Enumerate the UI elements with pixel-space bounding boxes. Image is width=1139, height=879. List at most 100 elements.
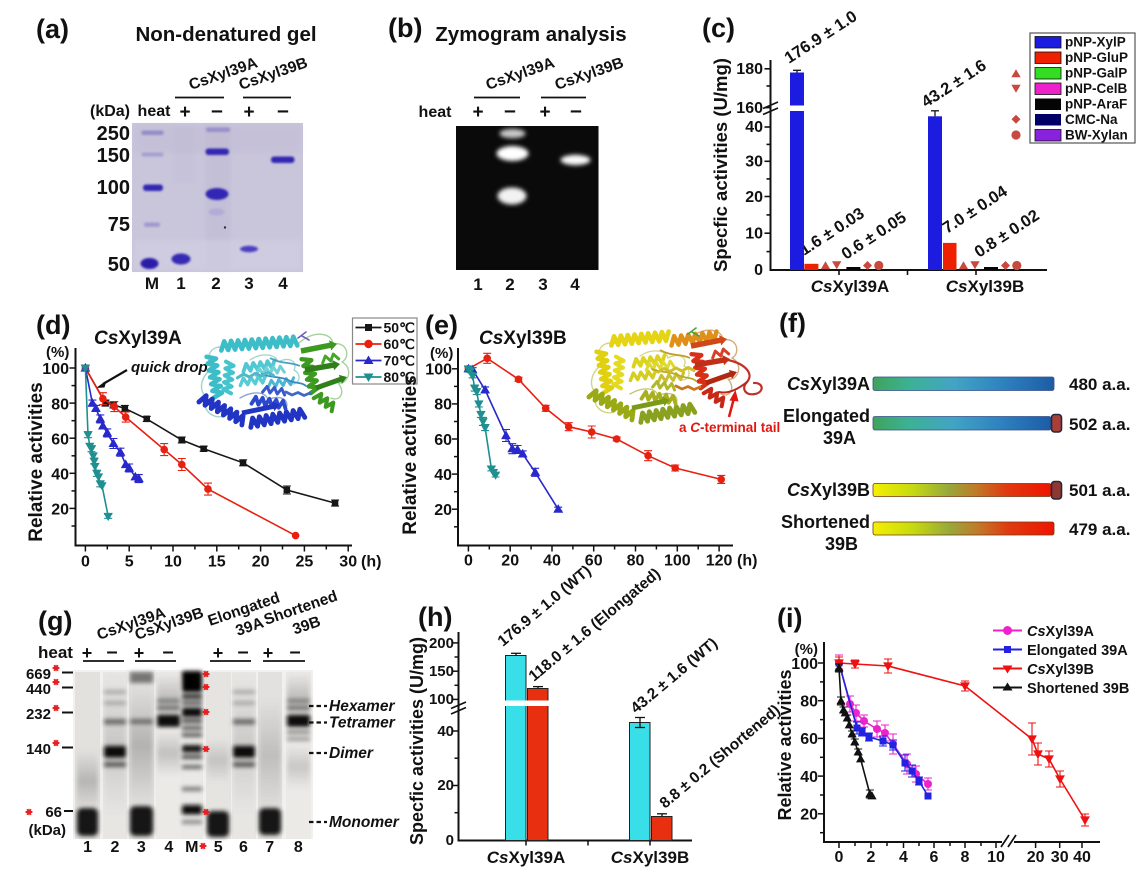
svg-text:+: + bbox=[213, 643, 224, 663]
svg-text:50℃: 50℃ bbox=[384, 320, 416, 336]
svg-text:20: 20 bbox=[800, 807, 818, 824]
svg-text:4: 4 bbox=[899, 849, 908, 866]
svg-text:80: 80 bbox=[800, 694, 818, 711]
svg-text:100: 100 bbox=[425, 362, 452, 379]
svg-text:heat: heat bbox=[138, 103, 172, 120]
svg-text:pNP-GluP: pNP-GluP bbox=[1065, 50, 1128, 65]
svg-text:–: – bbox=[211, 99, 223, 122]
svg-text:80℃: 80℃ bbox=[384, 369, 416, 385]
svg-text:+: + bbox=[243, 102, 254, 123]
svg-text:20: 20 bbox=[745, 189, 763, 206]
svg-text:80: 80 bbox=[434, 397, 452, 414]
svg-text:Tetramer: Tetramer bbox=[329, 715, 396, 732]
svg-text:39B: 39B bbox=[825, 534, 858, 554]
svg-text:(b): (b) bbox=[388, 13, 422, 43]
svg-text:Hexamer: Hexamer bbox=[329, 698, 395, 715]
svg-text:Specfic activities (U/mg): Specfic activities (U/mg) bbox=[407, 637, 427, 845]
svg-text:0: 0 bbox=[835, 849, 844, 866]
svg-text:75: 75 bbox=[108, 214, 130, 236]
svg-text:(c): (c) bbox=[702, 13, 735, 43]
svg-text:(i): (i) bbox=[777, 603, 802, 633]
svg-text:1: 1 bbox=[473, 275, 482, 294]
svg-text:+: + bbox=[539, 102, 550, 123]
svg-text:0: 0 bbox=[464, 553, 473, 570]
svg-text:6: 6 bbox=[239, 839, 248, 856]
svg-text:+: + bbox=[82, 643, 93, 663]
svg-text:2: 2 bbox=[211, 274, 220, 293]
svg-text:3: 3 bbox=[137, 839, 146, 856]
svg-text:–: – bbox=[106, 641, 117, 663]
svg-text:479 a.a.: 479 a.a. bbox=[1069, 520, 1130, 539]
svg-text:Relative activities: Relative activities bbox=[775, 669, 795, 820]
svg-text:0: 0 bbox=[446, 832, 454, 849]
svg-text:100: 100 bbox=[42, 361, 69, 378]
svg-text:(h): (h) bbox=[361, 554, 381, 571]
svg-text:60: 60 bbox=[51, 432, 69, 449]
svg-text:4: 4 bbox=[570, 275, 580, 294]
svg-text:10: 10 bbox=[987, 849, 1005, 866]
svg-text:39A: 39A bbox=[823, 428, 856, 448]
svg-text:(%): (%) bbox=[46, 344, 69, 361]
svg-text:0: 0 bbox=[754, 262, 763, 279]
svg-text:80: 80 bbox=[51, 397, 69, 414]
svg-text:10: 10 bbox=[164, 554, 182, 571]
svg-text:501 a.a.: 501 a.a. bbox=[1069, 481, 1130, 500]
svg-text:quick drop: quick drop bbox=[131, 359, 208, 376]
svg-text:CsXyl39B: CsXyl39B bbox=[479, 328, 567, 349]
svg-text:pNP-GalP: pNP-GalP bbox=[1065, 66, 1127, 81]
svg-text:CsXyl39B: CsXyl39B bbox=[611, 848, 689, 867]
svg-text:480 a.a.: 480 a.a. bbox=[1069, 375, 1130, 394]
svg-text:(e): (e) bbox=[425, 310, 458, 340]
svg-text:2: 2 bbox=[505, 275, 514, 294]
svg-text:40: 40 bbox=[434, 467, 452, 484]
svg-text:4: 4 bbox=[278, 274, 288, 293]
svg-text:CsXyl39B: CsXyl39B bbox=[787, 480, 870, 500]
svg-text:–: – bbox=[162, 641, 173, 663]
svg-text:CsXyl39A: CsXyl39A bbox=[94, 328, 182, 349]
svg-text:(a): (a) bbox=[36, 14, 69, 44]
svg-text:66: 66 bbox=[45, 804, 62, 821]
svg-text:25: 25 bbox=[296, 554, 314, 571]
svg-text:60: 60 bbox=[585, 553, 603, 570]
svg-text:5: 5 bbox=[214, 839, 223, 856]
svg-text:120: 120 bbox=[706, 553, 733, 570]
svg-text:+: + bbox=[134, 643, 145, 663]
svg-text:40: 40 bbox=[1073, 849, 1091, 866]
svg-text:+: + bbox=[179, 102, 190, 123]
svg-text:–: – bbox=[504, 99, 516, 122]
svg-text:(%): (%) bbox=[795, 641, 818, 658]
svg-text:440: 440 bbox=[26, 681, 51, 698]
svg-text:140: 140 bbox=[26, 741, 51, 758]
svg-text:0: 0 bbox=[81, 554, 90, 571]
svg-text:20: 20 bbox=[51, 502, 69, 519]
svg-text:(f): (f) bbox=[779, 308, 806, 338]
svg-text:2: 2 bbox=[867, 849, 876, 866]
svg-text:Elongated: Elongated bbox=[783, 406, 870, 426]
svg-text:200: 200 bbox=[429, 635, 454, 652]
svg-text:40: 40 bbox=[543, 553, 561, 570]
svg-text:(kDa): (kDa) bbox=[90, 103, 130, 120]
svg-text:M: M bbox=[185, 839, 198, 856]
svg-text:20: 20 bbox=[434, 502, 452, 519]
svg-text:4: 4 bbox=[164, 839, 173, 856]
svg-text:Dimer: Dimer bbox=[329, 745, 374, 762]
svg-text:CsXyl39A: CsXyl39A bbox=[811, 277, 889, 296]
svg-text:–: – bbox=[277, 99, 289, 122]
svg-text:6: 6 bbox=[930, 849, 939, 866]
svg-text:M: M bbox=[145, 274, 159, 293]
svg-text:pNP-CelB: pNP-CelB bbox=[1065, 81, 1128, 96]
svg-text:60: 60 bbox=[434, 432, 452, 449]
svg-text:160: 160 bbox=[736, 100, 763, 117]
svg-text:Non-denatured gel: Non-denatured gel bbox=[135, 23, 316, 46]
svg-text:30: 30 bbox=[1051, 849, 1069, 866]
svg-text:heat: heat bbox=[419, 104, 453, 121]
svg-text:50: 50 bbox=[108, 254, 130, 276]
svg-text:(g): (g) bbox=[38, 606, 72, 636]
svg-text:100: 100 bbox=[97, 177, 130, 199]
svg-text:(h): (h) bbox=[418, 602, 452, 632]
svg-text:70℃: 70℃ bbox=[384, 353, 416, 369]
svg-text:180: 180 bbox=[736, 61, 763, 78]
svg-text:Shortened: Shortened bbox=[781, 512, 870, 532]
svg-text:–: – bbox=[237, 641, 248, 663]
svg-text:40: 40 bbox=[437, 723, 454, 740]
